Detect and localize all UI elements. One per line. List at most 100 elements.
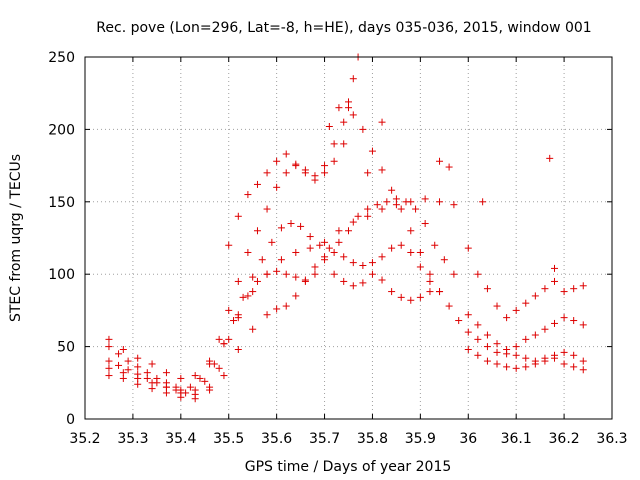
data-point — [493, 302, 501, 310]
data-point — [493, 360, 501, 368]
data-point — [512, 343, 520, 351]
data-point — [560, 360, 568, 368]
data-point — [321, 162, 329, 170]
grid-lines — [85, 57, 612, 419]
data-point — [522, 354, 530, 362]
data-point — [368, 270, 376, 278]
data-point — [493, 348, 501, 356]
plot-frame — [84, 56, 613, 420]
data-point — [105, 343, 113, 351]
data-point — [474, 321, 482, 329]
y-axis-label: STEC from uqrg / TECUs — [8, 154, 24, 322]
data-point — [220, 372, 228, 380]
data-point — [426, 288, 434, 296]
data-point — [445, 163, 453, 171]
data-point — [330, 157, 338, 165]
x-tick-label: 36.1 — [501, 431, 532, 447]
data-point — [301, 277, 309, 285]
data-point — [378, 276, 386, 284]
data-point — [551, 319, 559, 327]
data-point — [349, 75, 357, 83]
data-point — [464, 328, 472, 336]
data-point — [450, 270, 458, 278]
data-point — [234, 345, 242, 353]
y-tick-label: 0 — [66, 412, 75, 428]
data-point — [416, 263, 424, 271]
data-point — [407, 248, 415, 256]
data-point — [512, 306, 520, 314]
data-point — [105, 335, 113, 343]
data-point — [282, 169, 290, 177]
data-point — [162, 369, 170, 377]
data-point — [340, 140, 348, 148]
data-point — [512, 364, 520, 372]
data-point — [483, 343, 491, 351]
data-point — [426, 277, 434, 285]
data-point — [282, 150, 290, 158]
data-point — [416, 248, 424, 256]
data-point — [359, 262, 367, 270]
data-point — [440, 256, 448, 264]
data-point — [412, 205, 420, 213]
data-point — [297, 222, 305, 230]
data-point — [421, 195, 429, 203]
x-tick-label: 35.5 — [213, 431, 244, 447]
data-point — [191, 395, 199, 403]
data-point — [244, 248, 252, 256]
data-point — [306, 233, 314, 241]
x-tick-label: 36 — [459, 431, 477, 447]
chart-title: Rec. pove (Lon=296, Lat=-8, h=HE), days … — [96, 20, 591, 36]
data-point — [321, 238, 329, 246]
data-point — [345, 227, 352, 235]
data-point — [503, 314, 511, 322]
data-point — [378, 118, 386, 126]
data-points — [105, 53, 587, 403]
data-point — [560, 314, 568, 322]
data-point — [282, 302, 290, 310]
data-point — [541, 285, 549, 293]
data-point — [268, 238, 276, 246]
data-point — [345, 98, 352, 106]
data-point — [143, 374, 151, 382]
data-point — [292, 248, 300, 256]
data-point — [292, 273, 300, 281]
x-tick-label: 35.9 — [405, 431, 436, 447]
y-tick-label: 50 — [57, 340, 75, 356]
data-point — [407, 198, 415, 206]
data-point — [335, 227, 343, 235]
data-point — [249, 325, 257, 333]
data-point — [388, 288, 396, 296]
data-point — [191, 372, 199, 380]
data-point — [551, 277, 559, 285]
data-point — [378, 253, 386, 261]
data-point — [105, 372, 113, 380]
data-point — [292, 160, 300, 168]
data-point — [436, 288, 444, 296]
data-point — [330, 248, 338, 256]
data-point — [292, 292, 300, 300]
data-point — [115, 361, 123, 369]
data-point — [579, 282, 587, 290]
data-point — [273, 157, 281, 165]
data-point — [455, 317, 463, 325]
data-point — [436, 198, 444, 206]
data-point — [503, 363, 511, 371]
data-point — [340, 118, 348, 126]
data-point — [273, 267, 281, 275]
data-point — [560, 348, 568, 356]
data-point — [546, 154, 554, 162]
data-point — [483, 331, 491, 339]
data-point — [148, 360, 156, 368]
y-tick-label: 100 — [48, 267, 75, 283]
data-point — [325, 123, 333, 131]
data-point — [436, 157, 444, 165]
data-point — [349, 282, 357, 290]
data-point — [253, 277, 261, 285]
data-point — [253, 227, 261, 235]
data-point — [349, 218, 357, 226]
data-point — [416, 293, 424, 301]
data-point — [206, 386, 214, 394]
y-tick-labels: 0 50 100 150 200 250 — [48, 50, 75, 428]
data-point — [124, 366, 132, 374]
